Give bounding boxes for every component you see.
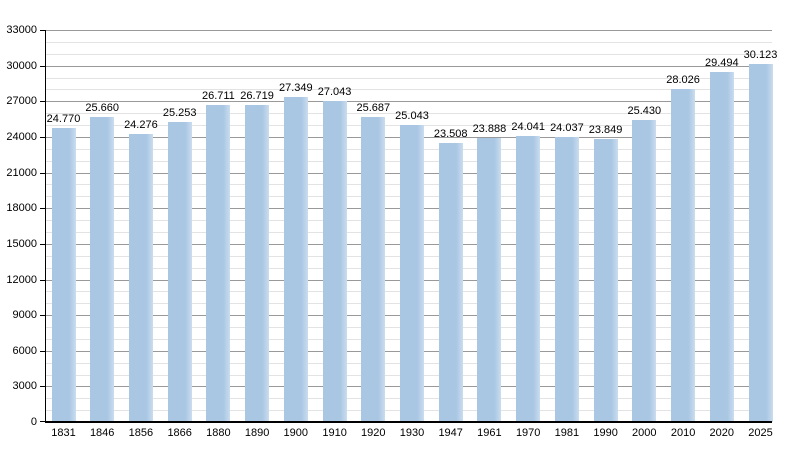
y-axis-tick-mark	[40, 315, 45, 317]
y-axis-tick-mark	[40, 386, 45, 388]
x-axis-tick-label: 1920	[361, 427, 386, 439]
x-axis-tick-label: 1930	[399, 427, 425, 439]
y-axis-tick-label: 27000	[6, 95, 37, 108]
bar-1930	[400, 124, 424, 422]
bar-1970	[516, 136, 541, 422]
gridline-minor	[46, 89, 772, 91]
y-axis-tick-mark	[40, 172, 45, 174]
x-axis-tick-label: 1961	[477, 427, 502, 439]
y-axis-tick-label: 9000	[12, 309, 37, 322]
bar-1961	[477, 138, 502, 422]
y-axis-tick-label: 6000	[12, 344, 37, 357]
y-axis-tick-mark	[40, 101, 45, 103]
bar-value-label: 24.770	[46, 112, 81, 125]
bar-1890	[245, 104, 270, 422]
y-axis-line	[45, 30, 46, 422]
bar-value-label: 26.711	[201, 89, 235, 102]
y-axis-tick-mark	[40, 65, 45, 67]
bar-1856	[128, 133, 153, 422]
bar-2025	[748, 64, 773, 422]
x-axis-tick-label: 1856	[128, 427, 154, 439]
x-axis-tick-label: 2000	[632, 427, 657, 439]
bar-1920	[361, 116, 386, 422]
y-axis-tick-label: 18000	[6, 202, 37, 215]
bar-2000	[632, 119, 657, 422]
gridline-minor	[46, 41, 772, 43]
x-axis-tick-label: 1900	[283, 427, 309, 439]
y-axis-tick-mark	[40, 279, 45, 281]
bar-value-label: 24.276	[124, 118, 158, 131]
bar-value-label: 24.037	[550, 121, 584, 134]
y-axis-tick-mark	[40, 243, 45, 245]
bar-1880	[206, 104, 231, 422]
bar-1846	[90, 117, 115, 422]
bar-value-label: 24.041	[511, 121, 546, 134]
gridline-major	[46, 65, 772, 67]
y-axis-tick-mark	[40, 136, 45, 138]
x-axis-tick-label: 1846	[89, 427, 115, 439]
bar-value-label: 28.026	[666, 74, 700, 87]
plot-area: 0 3000 6000 9000 12000 15000 18000 21000 24000 27…	[6, 24, 777, 439]
y-axis-tick-mark	[40, 30, 45, 31]
x-axis-tick-label: 1947	[438, 427, 463, 439]
bar-1947	[438, 142, 463, 422]
bar-value-label: 27.349	[278, 82, 313, 95]
x-axis-tick-label: 1890	[244, 427, 270, 439]
gridline-minor	[46, 77, 772, 79]
bar-value-label: 25.430	[627, 104, 662, 117]
bar-1900	[283, 97, 308, 422]
x-axis-tick-label: 1970	[515, 427, 541, 439]
x-axis-tick-label: 1910	[322, 427, 347, 439]
bar-2020	[709, 71, 734, 422]
y-axis-tick-label: 15000	[6, 237, 37, 250]
bar-1981	[554, 136, 579, 422]
bar-value-label: 25.253	[162, 107, 197, 119]
bar-1990	[593, 138, 618, 422]
y-axis-tick-mark	[40, 421, 45, 422]
gridline-major	[46, 30, 772, 31]
y-axis-tick-label: 30000	[6, 59, 37, 72]
bar-value-label: 27.043	[317, 85, 352, 98]
y-axis-tick-label: 33000	[6, 24, 37, 36]
y-axis-tick-label: 12000	[6, 273, 37, 286]
y-axis-tick-label: 3000	[12, 380, 37, 393]
bar-value-label: 29.494	[704, 56, 739, 69]
bar-value-label: 23.849	[588, 123, 623, 136]
bar-value-label: 26.719	[240, 89, 274, 102]
x-axis-line	[45, 421, 772, 423]
bar-1866	[167, 122, 192, 422]
x-axis-tick-label: 1981	[554, 427, 580, 439]
y-axis-tick-label: 0	[30, 416, 37, 428]
bar-value-label: 23.508	[433, 127, 468, 140]
x-axis-tick-label: 1831	[51, 427, 76, 439]
bar-value-label: 30.123	[743, 49, 778, 62]
bar-2010	[671, 89, 696, 422]
x-axis-tick-label: 2020	[709, 427, 735, 439]
x-axis-tick-label: 1880	[206, 427, 231, 439]
gridline-major	[46, 101, 772, 103]
bar-1910	[322, 100, 347, 422]
y-axis-tick-label: 21000	[6, 166, 37, 179]
bar-value-label: 23.888	[472, 123, 507, 136]
gridline-minor	[46, 53, 772, 55]
x-axis-tick-label: 1990	[593, 427, 618, 439]
x-axis-tick-label: 2025	[748, 427, 773, 439]
y-axis-tick-mark	[40, 350, 45, 352]
bar-value-label: 25.660	[85, 102, 120, 115]
bar-value-label: 25.687	[356, 101, 391, 114]
x-axis-tick-label: 1866	[167, 427, 192, 439]
gridline-minor	[46, 113, 772, 115]
y-axis-tick-label: 24000	[6, 130, 37, 143]
x-axis-tick-label: 2010	[670, 427, 696, 439]
y-axis-tick-mark	[40, 208, 45, 210]
bar-1831	[51, 127, 76, 422]
bar-value-label: 25.043	[395, 109, 429, 122]
